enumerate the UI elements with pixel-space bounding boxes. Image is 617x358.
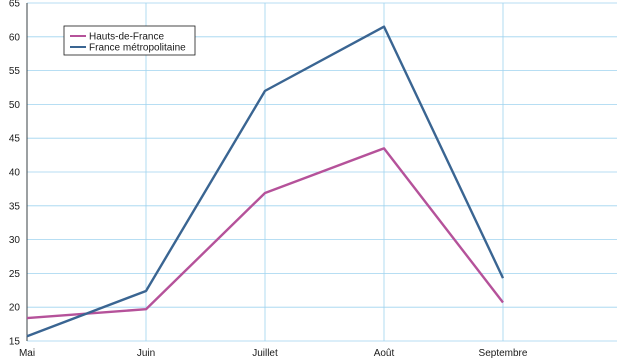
legend-label-france-metropolitaine: France métropolitaine (89, 43, 186, 54)
x-tick-label: Mai (19, 348, 35, 358)
x-tick-label: Juin (137, 348, 155, 358)
legend-box (63, 25, 196, 56)
legend-label-hauts-de-france: Hauts-de-France (89, 32, 164, 43)
legend: Hauts-de-France France métropolitaine (63, 25, 196, 56)
y-tick-label: 45 (9, 134, 21, 145)
y-tick-label: 20 (9, 303, 21, 314)
series-lines (26, 25, 505, 338)
y-tick-label: 50 (9, 100, 21, 111)
y-axis: 15 20 25 30 35 40 45 50 55 60 65 (9, 0, 28, 348)
y-tick-label: 30 (9, 235, 21, 246)
x-tick-label: Septembre (479, 348, 528, 358)
y-tick-label: 15 (9, 337, 21, 348)
y-tick-label: 55 (9, 66, 21, 77)
y-tick-label: 65 (9, 0, 21, 10)
y-tick-label: 25 (9, 269, 21, 280)
x-tick-label: Août (374, 348, 395, 358)
y-tick-label: 60 (9, 32, 21, 43)
y-tick-label: 35 (9, 201, 21, 212)
x-tick-label: Juillet (252, 348, 278, 358)
y-tick-label: 40 (9, 168, 21, 179)
x-axis: Mai Juin Juillet Août Septembre (19, 348, 528, 358)
